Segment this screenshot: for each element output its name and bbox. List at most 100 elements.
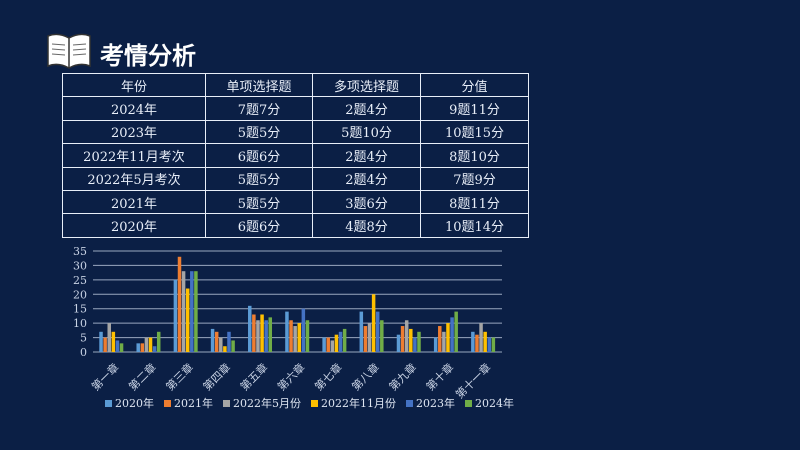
bar-2023年 (264, 320, 268, 352)
legend-label: 2021年 (174, 397, 213, 410)
bar-2021年 (475, 334, 479, 352)
bar-2020年 (322, 337, 326, 352)
bar-2024年 (268, 317, 273, 352)
bar-2022年11月份 (446, 323, 450, 352)
x-tick-label: 第九章 (386, 360, 419, 393)
table-row: 2020年 6题6分 4题8分 10题14分 (62, 213, 529, 238)
legend-item: 2022年5月份 (223, 395, 301, 411)
y-tick-label: 30 (73, 259, 87, 272)
x-tick-label: 第八章 (349, 360, 382, 393)
header-cell: 单项选择题 (205, 72, 313, 98)
x-tick-label: 第七章 (312, 360, 345, 393)
bar-2021年 (438, 326, 442, 352)
bar-2022年11月份 (260, 314, 264, 352)
chart-legend: 2020年 2021年 2022年5月份 2022年11月份 2023年 2024年 (105, 395, 514, 411)
bar-2020年 (99, 331, 103, 352)
cell: 5题5分 (205, 119, 313, 145)
bar-2021年 (326, 337, 330, 352)
y-tick-label: 35 (73, 245, 87, 258)
table-row: 2021年 5题5分 3题6分 8题11分 (62, 189, 529, 215)
y-tick-label: 5 (80, 332, 87, 345)
x-tick-label: 第十章 (423, 360, 456, 393)
book-icon (47, 33, 91, 69)
bar-2022年11月份 (409, 328, 413, 352)
legend-label: 2020年 (115, 397, 154, 410)
cell: 6题6分 (205, 143, 313, 168)
cell: 10题14分 (420, 213, 529, 238)
bar-2020年 (173, 279, 178, 352)
cell: 2022年11月考次 (62, 143, 206, 168)
bar-2024年 (491, 337, 496, 352)
bar-2023年 (190, 271, 194, 352)
bar-2022年11月份 (297, 323, 301, 352)
bar-2023年 (152, 346, 157, 352)
bar-2022年5月份 (442, 331, 446, 352)
bar-2023年 (227, 331, 231, 352)
bar-2024年 (342, 328, 347, 352)
bar-2024年 (119, 343, 124, 352)
bar-2022年5月份 (330, 340, 335, 352)
legend-label: 2022年11月份 (321, 397, 396, 410)
y-tick-label: 15 (73, 303, 87, 316)
bar-2022年11月份 (334, 334, 339, 352)
bar-2024年 (454, 311, 458, 352)
bar-2023年 (450, 317, 454, 352)
cell: 7题9分 (420, 166, 529, 191)
page-title: 考情分析 (100, 42, 196, 70)
cell: 2023年 (62, 119, 206, 145)
bar-2022年5月份 (144, 337, 149, 352)
y-tick-label: 10 (73, 317, 87, 330)
legend-swatch (164, 400, 171, 407)
legend-label: 2022年5月份 (233, 397, 301, 410)
legend-swatch (465, 400, 472, 407)
bar-2021年 (289, 320, 293, 352)
y-tick-label: 20 (73, 288, 87, 301)
bar-2021年 (363, 326, 368, 352)
bar-2022年5月份 (293, 326, 297, 352)
bar-2021年 (400, 326, 405, 352)
bar-2023年 (301, 308, 306, 352)
legend-item: 2021年 (164, 395, 213, 411)
bar-2022年5月份 (256, 320, 260, 352)
legend-label: 2024年 (475, 397, 514, 410)
bar-2021年 (252, 314, 256, 352)
bar-2023年 (338, 331, 343, 352)
x-tick-label: 第一章 (88, 360, 121, 393)
legend-swatch (406, 400, 413, 407)
legend-item: 2020年 (105, 395, 154, 411)
bar-2022年11月份 (148, 337, 153, 352)
x-tick-label: 第二章 (126, 360, 159, 393)
y-tick-label: 0 (80, 346, 87, 359)
bar-2022年5月份 (181, 271, 186, 352)
cell: 3题6分 (312, 189, 421, 215)
x-tick-label: 第三章 (163, 360, 196, 393)
legend-swatch (311, 400, 318, 407)
x-tick-label: 第六章 (274, 360, 307, 393)
cell: 8题10分 (420, 143, 529, 168)
bar-2022年5月份 (479, 323, 483, 352)
exam-table: 年份 单项选择题 多项选择题 分值 2024年 7题7分 2题4分 9题11分 202… (62, 72, 529, 238)
cell: 5题10分 (312, 119, 421, 145)
cell: 2020年 (62, 213, 206, 238)
bar-2022年5月份 (107, 323, 111, 352)
bar-2020年 (359, 311, 364, 352)
y-tick-label: 25 (73, 274, 87, 287)
bar-2022年11月份 (185, 288, 190, 352)
bar-2022年5月份 (367, 323, 372, 352)
table-row: 2022年11月考次 6题6分 2题4分 8题10分 (62, 143, 529, 168)
cell: 9题11分 (420, 96, 529, 121)
x-tick-label: 第四章 (200, 360, 233, 393)
bar-2024年 (305, 320, 310, 352)
bar-2024年 (417, 331, 421, 352)
bar-2022年11月份 (483, 331, 487, 352)
bar-2022年11月份 (223, 346, 227, 352)
table-row: 2024年 7题7分 2题4分 9题11分 (62, 96, 529, 121)
bar-2022年11月份 (111, 331, 116, 352)
table-row: 2022年5月考次 5题5分 2题4分 7题9分 (62, 166, 529, 191)
bar-2021年 (140, 343, 145, 352)
bar-2020年 (433, 337, 438, 352)
bar-2023年 (115, 340, 120, 352)
bar-2020年 (285, 311, 289, 352)
bar-2020年 (136, 343, 140, 352)
